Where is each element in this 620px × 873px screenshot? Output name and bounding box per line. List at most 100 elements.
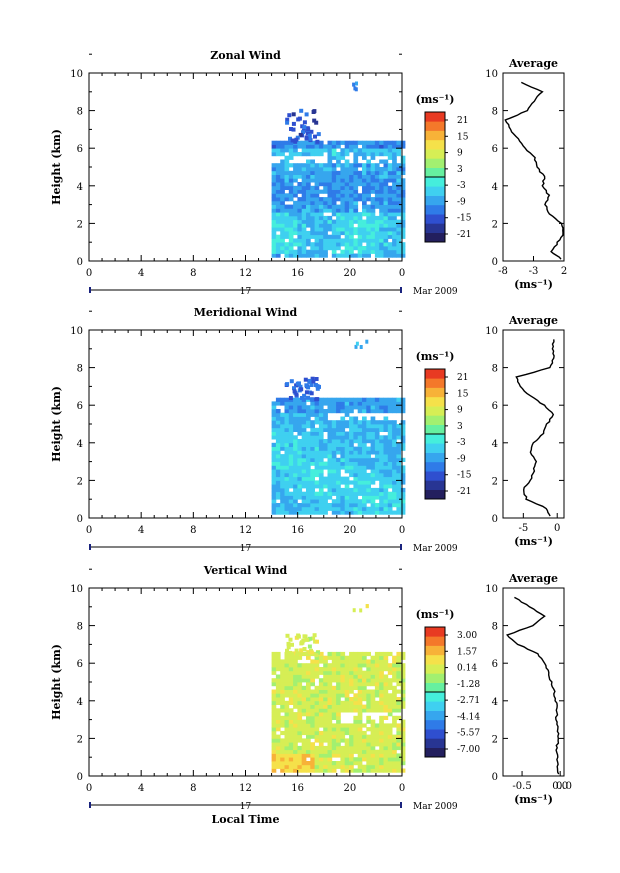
heatmap-cell — [297, 219, 303, 224]
heatmap-cell — [379, 465, 384, 470]
heatmap-cell — [344, 659, 350, 664]
heatmap-cell — [271, 409, 277, 414]
heatmap-cell — [293, 674, 298, 679]
heatmap-cell — [318, 715, 324, 720]
heatmap-cell — [349, 212, 354, 217]
heatmap-cell — [314, 712, 320, 717]
heatmap-cell — [383, 761, 389, 766]
heatmap-cell — [314, 768, 320, 773]
heatmap-cell — [344, 655, 350, 660]
heatmap-cell — [297, 212, 303, 217]
heatmap-cell — [318, 439, 324, 444]
heatmap-cell — [400, 167, 406, 172]
heatmap-cell — [357, 734, 363, 739]
heatmap-cell — [280, 461, 285, 466]
heatmap-cell — [297, 503, 303, 508]
heatmap-cell — [357, 738, 363, 743]
heatmap-cell — [323, 253, 328, 258]
heatmap-cell — [294, 635, 299, 640]
heatmap-cell — [370, 227, 376, 232]
heatmap-cell — [392, 140, 397, 145]
heatmap-cell — [284, 712, 290, 717]
heatmap-cell — [310, 412, 315, 417]
heatmap-cell — [353, 174, 359, 179]
heatmap-cell — [284, 723, 290, 728]
heatmap-cell — [374, 670, 380, 675]
heatmap-cell — [374, 420, 380, 425]
heatmap-cell — [336, 155, 341, 160]
heatmap-cell — [353, 204, 359, 209]
heatmap-cell — [370, 704, 376, 709]
heatmap-cell — [323, 242, 328, 247]
heatmap-cell — [288, 670, 294, 675]
colorbar-label: 3.00 — [457, 631, 477, 641]
heatmap-cell — [314, 238, 320, 243]
heatmap-cell — [275, 678, 281, 683]
y-tick-label: 8 — [77, 107, 83, 118]
heatmap-cell — [357, 219, 363, 224]
heatmap-cell — [306, 242, 311, 247]
heatmap-cell — [340, 148, 346, 153]
heatmap-cell — [387, 208, 393, 213]
heatmap-cell — [318, 670, 324, 675]
heatmap-cell — [284, 749, 290, 754]
heatmap-cell — [400, 230, 406, 236]
heatmap-cell — [301, 753, 307, 758]
heatmap-cell — [357, 745, 363, 751]
heatmap-cell — [392, 178, 397, 183]
heatmap-cell — [366, 472, 371, 478]
average-y-tick-label: 4 — [492, 439, 498, 450]
heatmap-cell — [374, 431, 380, 436]
heatmap-cell — [396, 450, 402, 455]
heatmap-cell — [284, 487, 290, 493]
heatmap-cell — [288, 491, 294, 496]
heatmap-cell — [327, 768, 333, 773]
heatmap-cell — [301, 510, 307, 515]
heatmap-cell — [275, 167, 281, 172]
heatmap-cell — [310, 454, 315, 459]
heatmap-cell — [280, 715, 285, 720]
heatmap-cell — [323, 409, 328, 414]
average-x-tick-label: -0.5 — [512, 781, 531, 792]
heatmap-cell — [310, 719, 315, 724]
heatmap-cell — [336, 685, 341, 690]
heatmap-cell — [392, 454, 397, 459]
average-x-tick-label: 0 — [554, 523, 560, 534]
heatmap-cell — [392, 663, 397, 668]
heatmap-cell — [400, 442, 406, 447]
heatmap-cell — [362, 253, 367, 258]
heatmap-cell — [383, 253, 389, 258]
heatmap-cell — [370, 446, 376, 451]
heatmap-cell — [327, 678, 333, 683]
heatmap-cell — [379, 219, 384, 224]
heatmap-cell — [271, 499, 277, 504]
heatmap-cell — [336, 715, 341, 720]
heatmap-cell — [340, 219, 346, 224]
heatmap-cell — [301, 651, 307, 657]
heatmap-cell — [353, 230, 359, 236]
heatmap-cell — [271, 659, 277, 664]
heatmap-cell — [271, 734, 277, 739]
heatmap-cell — [271, 510, 277, 515]
heatmap-cell — [370, 674, 376, 679]
heatmap-cell — [379, 768, 384, 773]
heatmap-cell — [284, 409, 290, 414]
heatmap-cell — [284, 397, 290, 402]
heatmap-cell — [336, 738, 341, 743]
heatmap-cell — [383, 230, 389, 236]
heatmap-cell — [396, 242, 402, 247]
heatmap-cell — [396, 697, 402, 702]
heatmap-cell — [280, 223, 285, 228]
heatmap-cell — [396, 757, 402, 762]
heatmap-cell — [362, 409, 367, 414]
heatmap-cell — [392, 409, 397, 414]
heatmap-cell — [284, 170, 290, 175]
heatmap-cell — [336, 253, 341, 258]
heatmap-cell — [310, 249, 315, 254]
heatmap-cell — [297, 242, 303, 247]
heatmap-cell — [331, 685, 337, 690]
heatmap-cell — [314, 727, 320, 732]
heatmap-cell — [297, 223, 303, 228]
heatmap-cell — [280, 238, 285, 243]
heatmap-cell — [271, 745, 277, 751]
